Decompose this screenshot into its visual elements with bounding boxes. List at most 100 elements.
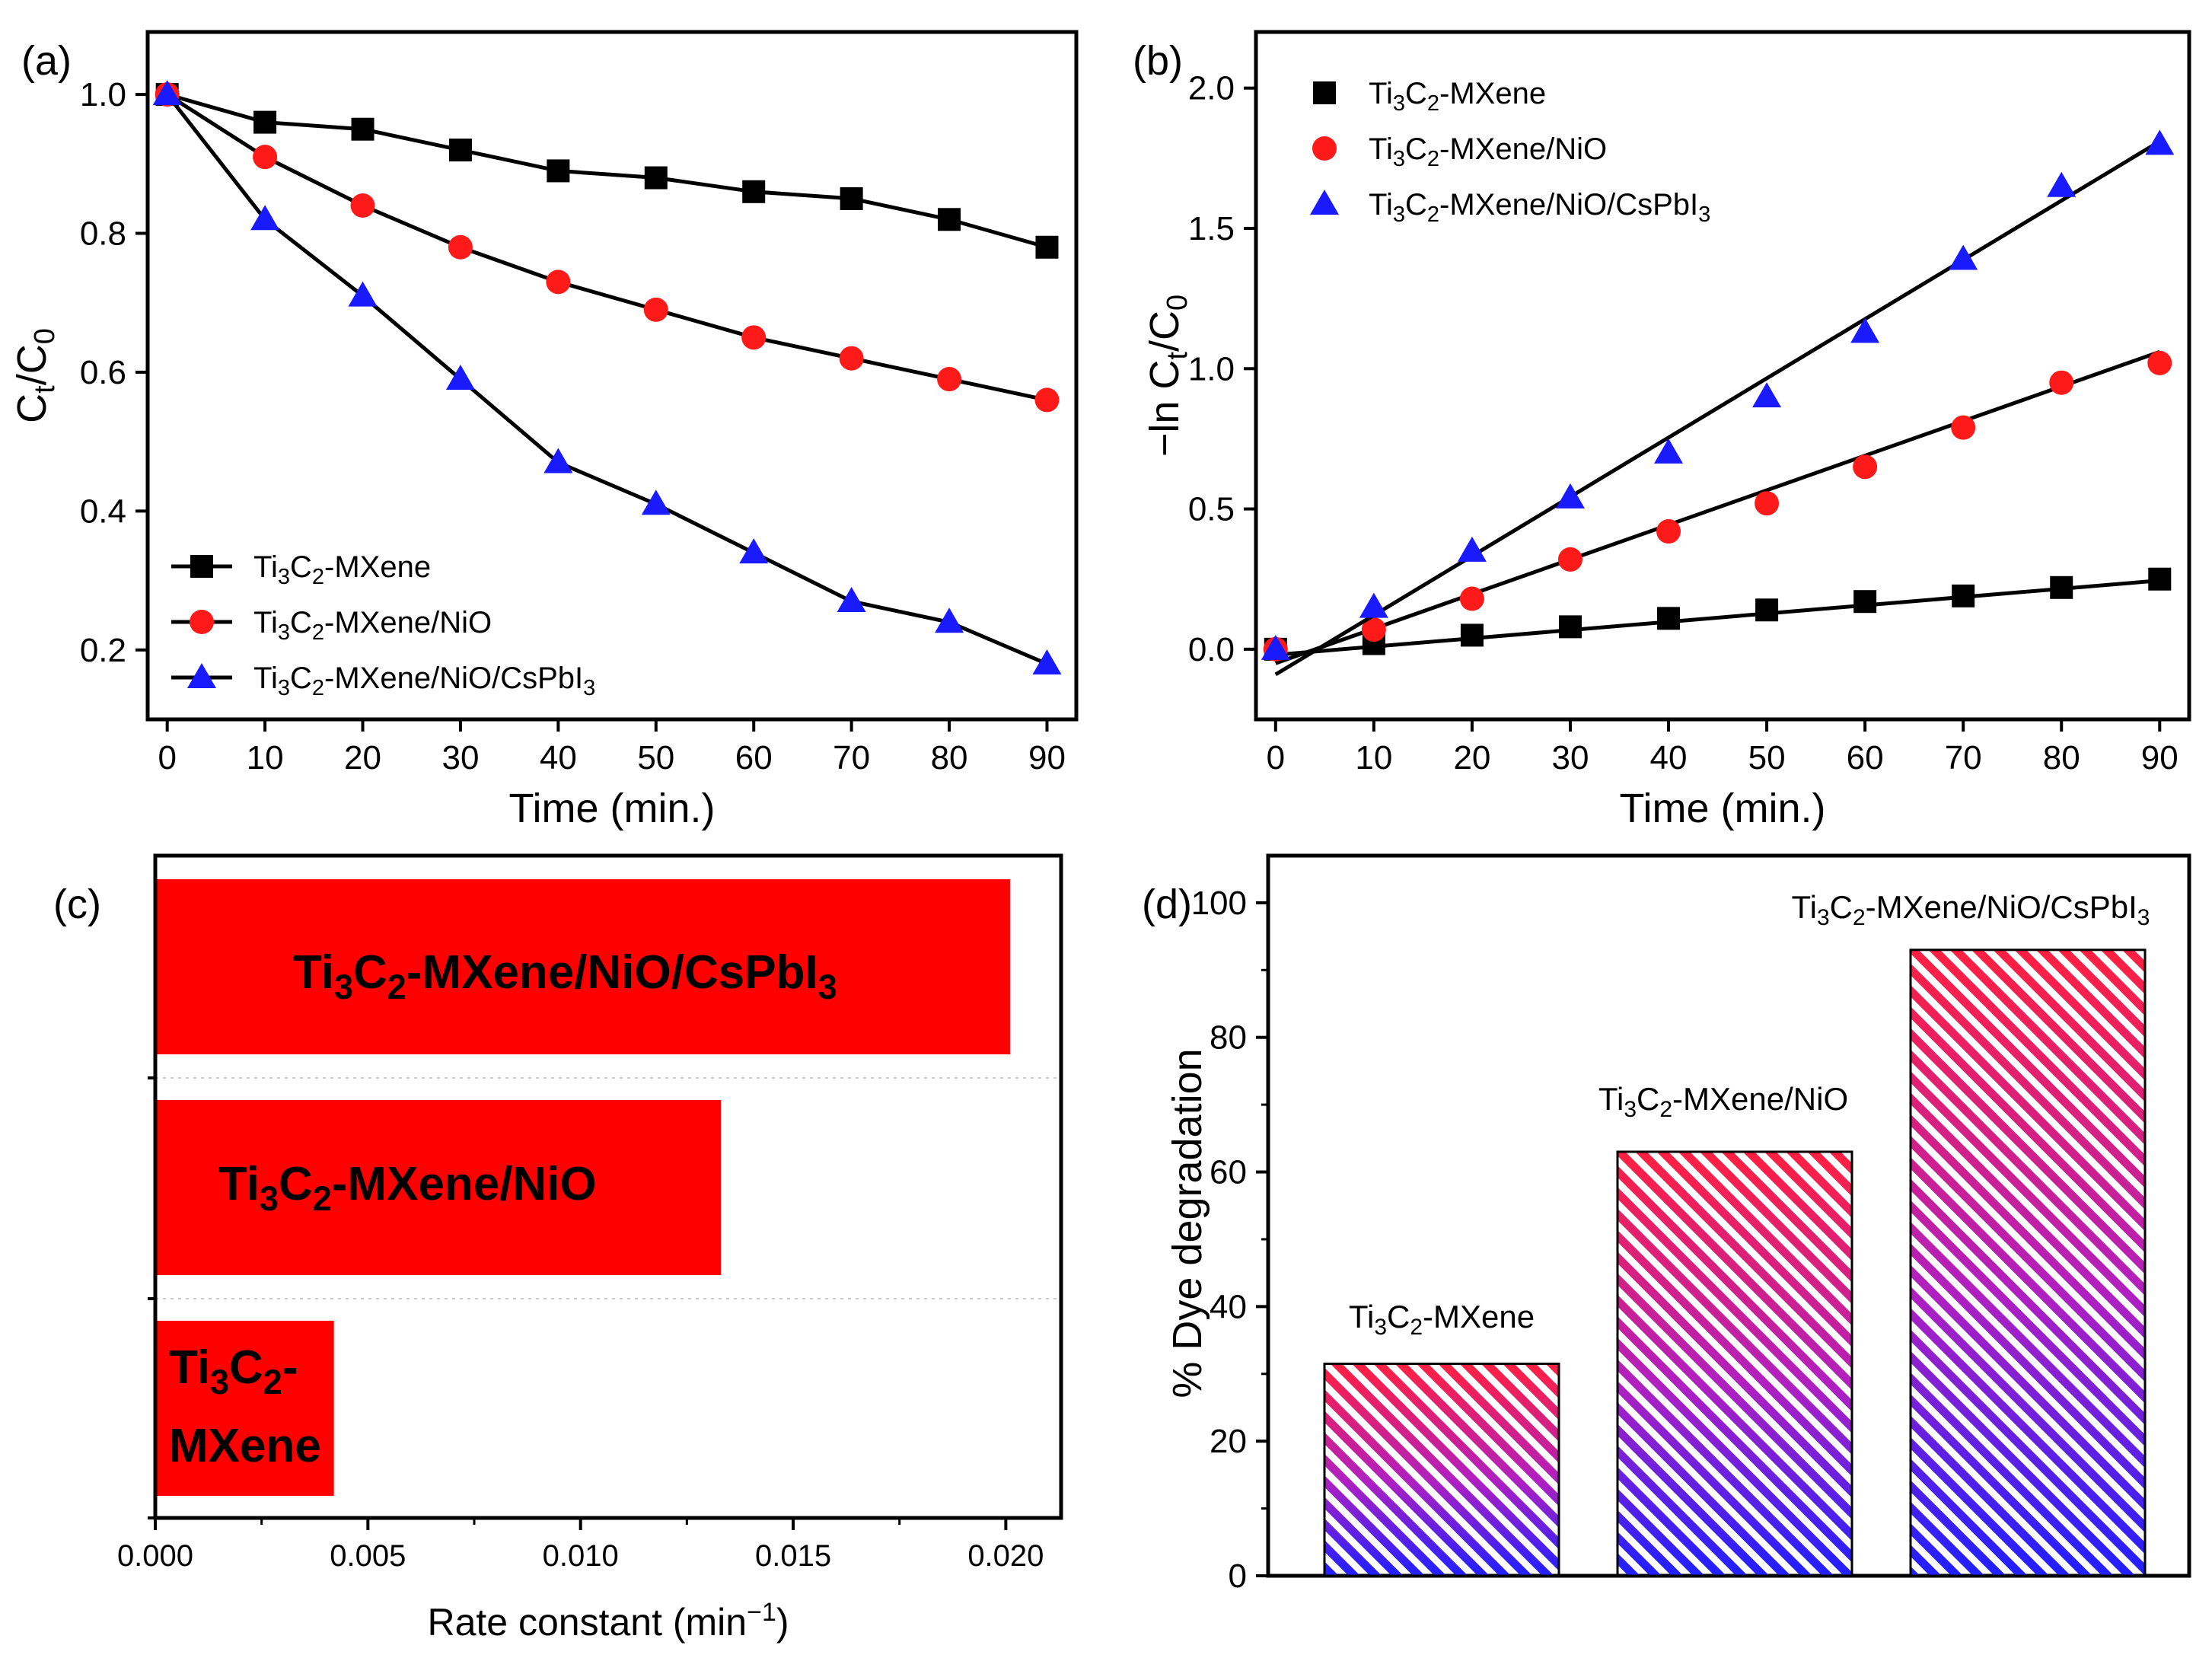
data-point	[2148, 567, 2172, 591]
legend-marker	[1312, 136, 1337, 161]
x-tick-label: 20	[344, 739, 381, 776]
y-axis-label: −ln Ct/C0	[1142, 295, 1194, 457]
data-point	[250, 205, 280, 231]
data-point	[641, 489, 671, 515]
data-point	[1034, 387, 1060, 413]
y-label-part: t	[1162, 352, 1194, 360]
series-0	[1264, 567, 2172, 661]
series-line	[167, 92, 1048, 250]
data-point	[1557, 547, 1583, 572]
x-label-part: Rate constant (min	[427, 1601, 747, 1644]
panel-label: (d)	[1142, 882, 1192, 927]
bar-label: Ti3C2-MXene/NiO	[218, 1158, 597, 1218]
x-tick-label: 50	[1748, 739, 1786, 776]
y-tick-label: 1.0	[1188, 350, 1235, 387]
bar-label: Ti3C2-MXene/NiO	[1598, 1081, 1848, 1122]
bar	[1618, 1152, 1852, 1576]
x-tick-label: 60	[1847, 739, 1884, 776]
x-axis-label: Time (min.)	[1620, 786, 1826, 831]
data-point	[350, 193, 375, 218]
panel-c: (c) Ti3C2-MXene/NiO/CsPbI3 Ti3C2-MXene/NiO…	[53, 853, 1063, 1644]
bar	[155, 1100, 722, 1275]
y-tick-label: 0.2	[80, 632, 126, 669]
panel-b: 0 10 20 30 40 50 60 70 80 90 0.0 0.5 1.0 1.5 2.0 Time (…	[1133, 30, 2191, 831]
bar-label: MXene	[169, 1420, 321, 1472]
bar-outline	[1323, 1363, 1560, 1577]
data-point	[2049, 370, 2074, 395]
data-point	[547, 159, 570, 183]
legend-label: Ti3C2-MXene/NiO/CsPbI3	[253, 662, 595, 700]
x-tick-label: 20	[1453, 739, 1490, 776]
series-line	[166, 92, 1047, 402]
series-2	[1261, 129, 2175, 677]
x-tick-label: 10	[1355, 739, 1392, 776]
x-tick-label: 40	[1650, 739, 1688, 776]
data-point	[152, 80, 182, 106]
x-tick-label: 30	[1551, 739, 1589, 776]
x-tick-label: 10	[247, 739, 284, 776]
data-point	[546, 269, 571, 295]
legend: Ti3C2-MXene Ti3C2-MXene/NiO Ti3C2-MXene/Ni…	[171, 550, 595, 700]
fit-line	[1274, 139, 2161, 677]
data-point	[1755, 491, 1780, 516]
x-label-part: −1	[747, 1598, 776, 1627]
bar-outline	[1616, 1150, 1853, 1577]
x-tick-label: 70	[1945, 739, 1982, 776]
y-tick-label: 1.0	[80, 76, 126, 113]
y-label-part: C	[9, 394, 55, 423]
x-tick-label: 0.005	[330, 1539, 406, 1573]
y-tick-label: 1.5	[1188, 210, 1235, 247]
x-axis-label: Time (min.)	[509, 786, 716, 831]
data-point	[2147, 350, 2172, 375]
legend-label: Ti3C2-MXene/NiO	[253, 606, 492, 645]
bar-label: Ti3C2-MXene/NiO/CsPbI3	[1792, 889, 2150, 930]
panel-d: (d) 0 20 40 60 80 100 % Dye degradation Ti3C2-MX…	[1142, 853, 2191, 1595]
x-tick-label: 0.000	[117, 1539, 193, 1573]
legend-marker	[190, 555, 213, 578]
x-tick-label: 0.010	[543, 1539, 619, 1573]
bar	[155, 1321, 334, 1496]
x-tick-label: 0.020	[967, 1539, 1044, 1573]
y-tick-label: 100	[1191, 885, 1247, 922]
data-point	[1460, 623, 1484, 647]
data-point	[445, 365, 475, 391]
y-label-part: 0	[29, 328, 61, 344]
panel-label: (c)	[53, 882, 101, 927]
legend-marker	[1313, 81, 1336, 104]
data-point	[1558, 615, 1582, 639]
plot-frame	[1254, 30, 2191, 722]
y-tick-label: 0.6	[80, 354, 126, 391]
panel-label: (a)	[21, 38, 72, 84]
data-point	[1850, 317, 1880, 343]
data-point	[837, 586, 866, 612]
y-label-part: 0	[1162, 295, 1194, 311]
y-tick-label: 80	[1210, 1019, 1247, 1057]
bar-label: Ti3C2-MXene/NiO/CsPbI3	[293, 946, 837, 1006]
data-point	[839, 346, 864, 371]
data-point	[448, 139, 472, 162]
data-point	[543, 448, 573, 473]
y-tick-label: 0.8	[80, 215, 126, 253]
data-point	[448, 234, 473, 260]
x-tick-label: 30	[441, 739, 479, 776]
x-label-part: )	[776, 1601, 789, 1644]
data-point	[1657, 607, 1681, 630]
legend-marker	[1310, 190, 1339, 215]
data-point	[2050, 576, 2073, 599]
data-point	[1656, 519, 1681, 544]
x-tick-label: 0	[158, 739, 176, 776]
y-label-part: −ln C	[1142, 360, 1187, 458]
data-point	[1951, 415, 1976, 440]
data-point	[348, 281, 378, 307]
plot-frame	[145, 30, 1079, 722]
y-tick-label: 0.0	[1188, 631, 1235, 668]
legend: Ti3C2-MXene Ti3C2-MXene/NiO Ti3C2-MXene/Ni…	[1310, 77, 1710, 227]
y-tick-label: 0	[1229, 1558, 1247, 1595]
x-tick-label: 0.015	[755, 1539, 831, 1573]
data-point	[1361, 617, 1386, 642]
data-point	[1035, 235, 1059, 259]
legend-label: Ti3C2-MXene	[253, 550, 431, 589]
fit-line	[1274, 349, 2161, 665]
x-tick-label: 90	[1028, 739, 1066, 776]
